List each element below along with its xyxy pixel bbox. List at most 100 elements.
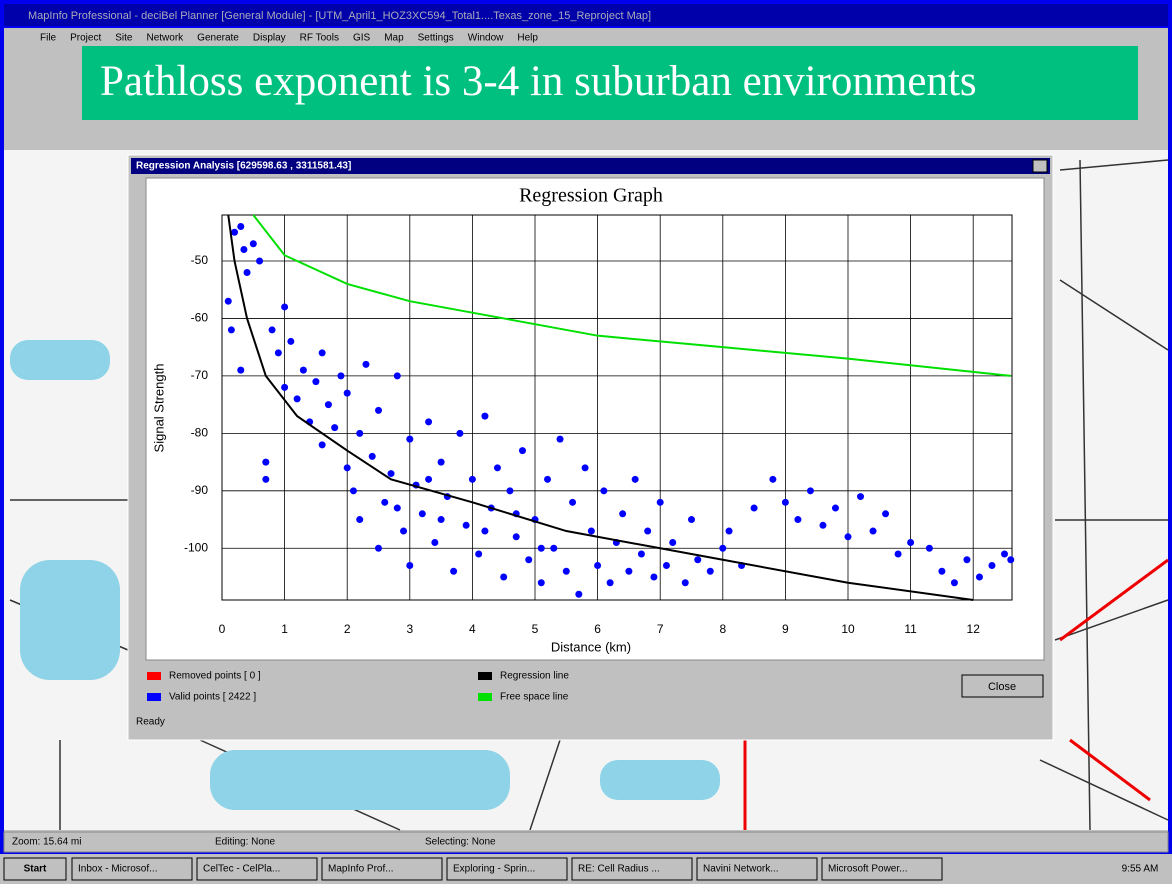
point [606, 579, 614, 587]
menu-item[interactable]: Window [468, 33, 504, 44]
point [594, 562, 602, 570]
close-button-label: Close [988, 681, 1016, 693]
point [331, 424, 339, 432]
point [312, 378, 320, 386]
menu-item[interactable]: Site [115, 33, 133, 44]
x-tick-label: 5 [532, 622, 539, 636]
point [500, 573, 508, 581]
menu-item[interactable]: Help [517, 33, 538, 44]
point [224, 297, 232, 305]
window-title: MapInfo Professional - deciBel Planner [… [28, 10, 651, 22]
point [256, 257, 264, 265]
point [637, 550, 645, 558]
point [393, 504, 401, 512]
point [806, 487, 814, 495]
chart-title: Regression Graph [519, 185, 663, 207]
menu-item[interactable]: Project [70, 33, 101, 44]
x-tick-label: 8 [719, 622, 726, 636]
point [600, 487, 608, 495]
point [381, 498, 389, 506]
point [518, 447, 526, 455]
legend: Removed points [ 0 ] Valid points [ 2422 … [147, 671, 569, 703]
task-button[interactable] [696, 857, 818, 881]
x-tick-label: 11 [904, 622, 917, 636]
point [769, 475, 777, 483]
point [274, 349, 282, 357]
point [481, 527, 489, 535]
task-button[interactable] [321, 857, 443, 881]
point [925, 544, 933, 552]
menu-item[interactable]: Display [253, 33, 286, 44]
task-button[interactable] [446, 857, 568, 881]
point [587, 527, 595, 535]
y-tick-label: -70 [191, 368, 209, 382]
legend-swatch [147, 693, 161, 701]
point [324, 401, 332, 409]
x-tick-label: 3 [406, 622, 413, 636]
y-tick-label: -50 [191, 253, 209, 267]
point [537, 544, 545, 552]
point [869, 527, 877, 535]
x-tick-label: 4 [469, 622, 476, 636]
menu-item[interactable]: Network [146, 33, 184, 44]
dialog-status: Ready [136, 717, 165, 728]
title-bar [4, 4, 1168, 26]
point [475, 550, 483, 558]
point [525, 556, 533, 564]
point [318, 349, 326, 357]
menu-item[interactable]: Map [384, 33, 404, 44]
series-line [227, 214, 974, 601]
legend-swatch [147, 672, 161, 680]
point [375, 406, 382, 414]
menu-item[interactable]: Settings [418, 33, 454, 44]
point [844, 533, 852, 541]
menu-item[interactable]: GIS [353, 33, 371, 44]
map-roads [9, 159, 1169, 831]
x-tick-label: 2 [344, 622, 351, 636]
x-tick-label: 1 [281, 622, 288, 636]
point [343, 389, 351, 397]
point [375, 544, 382, 552]
point [262, 475, 270, 483]
point [493, 464, 501, 472]
point [819, 521, 827, 529]
menu-item[interactable]: File [40, 33, 57, 44]
point [425, 418, 433, 426]
point [249, 240, 257, 248]
point [988, 562, 996, 570]
task-button[interactable] [196, 857, 318, 881]
point [481, 412, 489, 420]
close-button[interactable] [961, 674, 1044, 698]
point [975, 573, 983, 581]
task-button[interactable] [821, 857, 943, 881]
point [569, 498, 577, 506]
point [575, 590, 583, 598]
start-button[interactable] [3, 857, 67, 881]
point [237, 366, 245, 374]
point [1007, 556, 1015, 564]
point [281, 383, 289, 391]
point [506, 487, 514, 495]
point [437, 516, 445, 524]
status-selecting: Selecting: None [425, 837, 496, 848]
legend-swatch [478, 693, 492, 701]
task-label: Navini Network... [703, 864, 779, 875]
legend-label: Valid points [ 2422 ] [169, 692, 256, 703]
point [512, 533, 520, 541]
y-tick-label: -80 [191, 426, 209, 440]
point [537, 579, 545, 587]
legend-swatch [478, 672, 492, 680]
dialog-close-x[interactable] [1032, 159, 1048, 173]
task-button[interactable] [71, 857, 193, 881]
task-button[interactable] [571, 857, 693, 881]
menu-item[interactable]: RF Tools [300, 33, 339, 44]
point [456, 429, 464, 437]
point [262, 458, 270, 466]
banner: Pathloss exponent is 3-4 in suburban env… [100, 58, 977, 105]
point [831, 504, 839, 512]
x-tick-label: 10 [841, 622, 855, 636]
point [431, 539, 439, 547]
legend-label: Regression line [500, 671, 569, 682]
y-tick-label: -100 [184, 540, 208, 554]
menu-item[interactable]: Generate [197, 33, 239, 44]
